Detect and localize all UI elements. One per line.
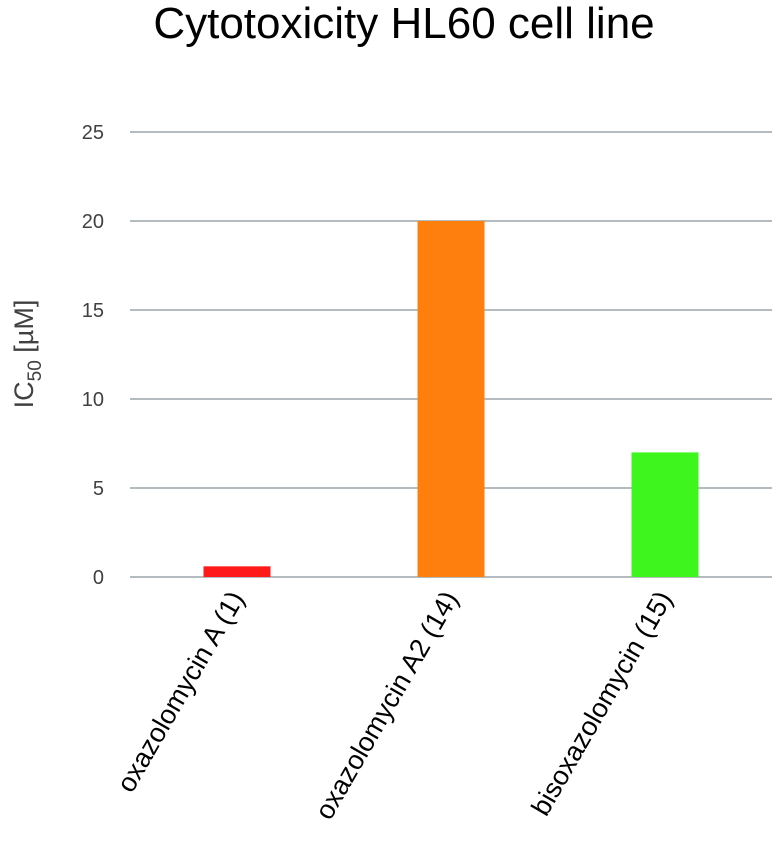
y-axis-label-unit: [µM] bbox=[9, 300, 39, 361]
y-tick-labels: 0 5 10 15 20 25 bbox=[82, 122, 104, 589]
y-tick-label-25: 25 bbox=[82, 122, 104, 144]
y-axis-label-main: IC bbox=[9, 381, 39, 408]
bar-2 bbox=[417, 221, 485, 577]
bars bbox=[203, 221, 699, 577]
bar-1 bbox=[203, 566, 271, 577]
x-category-label-3: bisoxazolomycin (15) bbox=[525, 586, 678, 821]
y-tick-label-0: 0 bbox=[93, 567, 104, 589]
y-axis-label: IC50 [µM] bbox=[9, 300, 46, 409]
y-tick-label-5: 5 bbox=[93, 478, 104, 500]
x-category-label-1: oxazolomycin A (1) bbox=[111, 586, 250, 797]
chart-title: Cytotoxicity HL60 cell line bbox=[153, 0, 654, 48]
x-category-labels: oxazolomycin A (1) oxazolomycin A2 (14) bi… bbox=[111, 586, 678, 825]
y-tick-label-10: 10 bbox=[82, 389, 104, 411]
y-axis-label-subscript: 50 bbox=[25, 360, 46, 381]
bar-3 bbox=[631, 452, 699, 577]
y-tick-label-15: 15 bbox=[82, 300, 104, 322]
x-category-label-2: oxazolomycin A2 (14) bbox=[309, 586, 464, 825]
y-tick-label-20: 20 bbox=[82, 211, 104, 233]
